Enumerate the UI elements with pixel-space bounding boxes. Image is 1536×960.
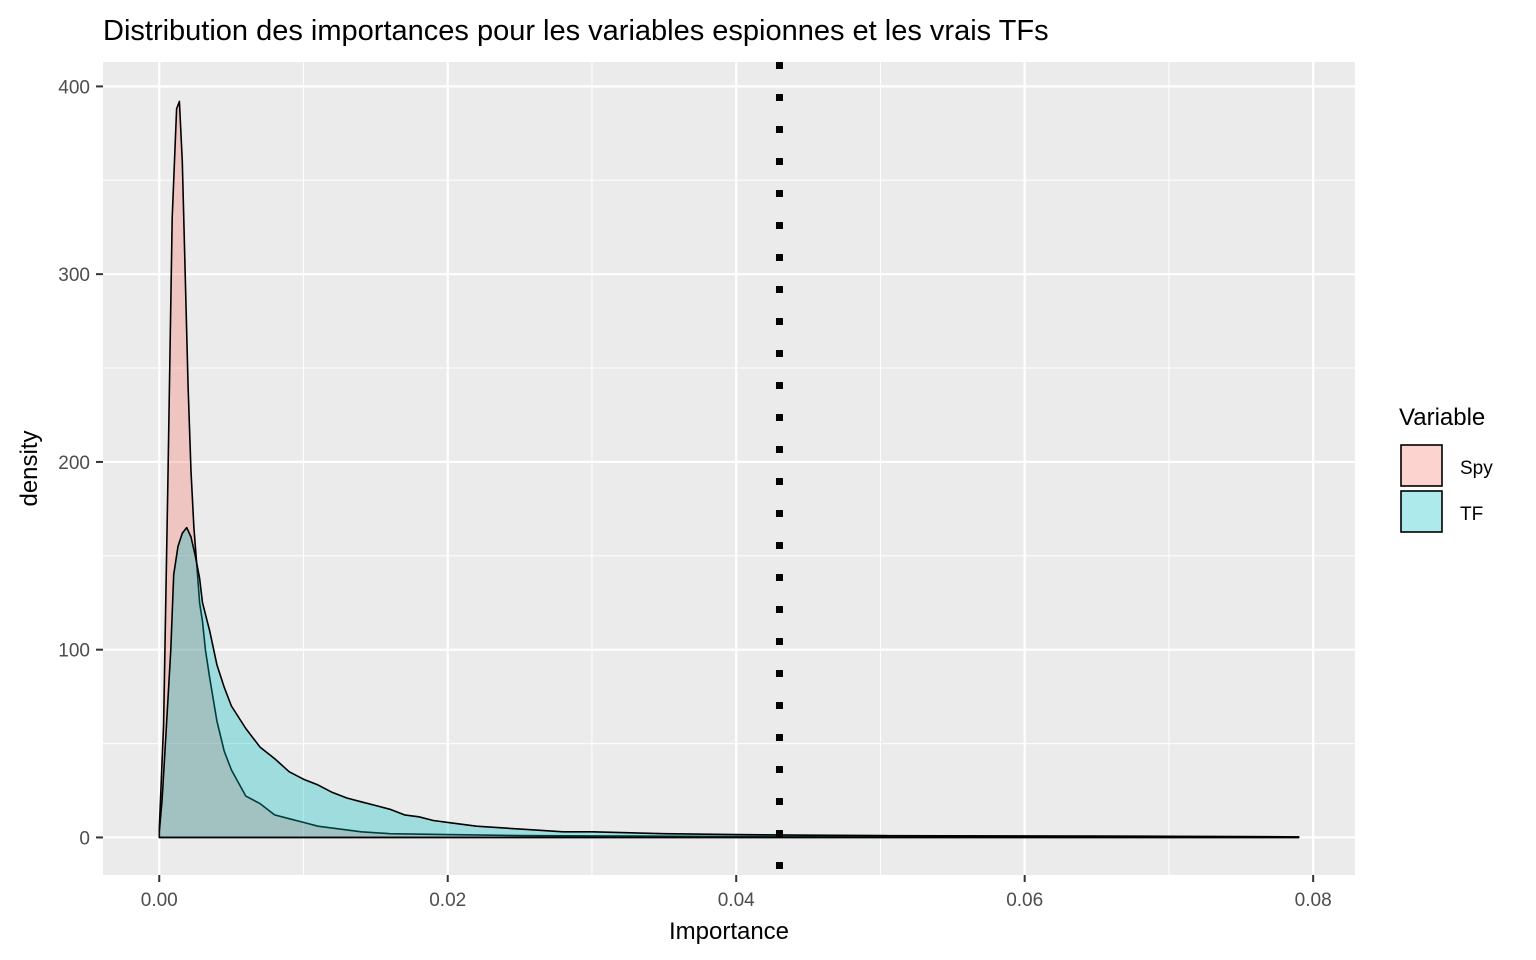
y-tick-label: 0 [79,828,90,849]
minor-grid [103,62,1355,875]
y-axis: 0 100 200 300 400 [58,77,103,849]
y-tick-label: 200 [58,453,90,474]
legend-key-tf [1400,490,1443,533]
legend-key-bg [1400,490,1443,533]
x-axis-title: Importance [669,918,789,945]
legend-key-bg [1400,444,1443,487]
x-tick-label: 0.02 [429,890,466,911]
x-tick-label: 0.04 [718,890,755,911]
y-tick-label: 100 [58,641,90,662]
legend-label-tf: TF [1460,504,1483,525]
legend-key-spy [1400,444,1443,487]
density-areas [158,100,1300,839]
plot-panel [103,62,1355,875]
y-tick-label: 400 [58,77,90,98]
legend-items: Spy TF [1400,444,1493,533]
density-area-tf [158,526,1300,839]
x-tick-label: 0.08 [1295,890,1332,911]
legend-title: Variable [1399,404,1485,431]
x-tick-label: 0.00 [141,890,178,911]
x-axis: 0.00 0.02 0.04 0.06 0.08 [141,875,1332,911]
y-axis-title: density [16,430,43,506]
density-area-spy [158,100,1300,839]
legend: Variable Spy TF [1399,404,1493,533]
y-tick-label: 300 [58,265,90,286]
legend-label-spy: Spy [1460,458,1493,479]
x-tick-label: 0.06 [1006,890,1043,911]
chart-title: Distribution des importances pour les va… [103,15,1049,47]
